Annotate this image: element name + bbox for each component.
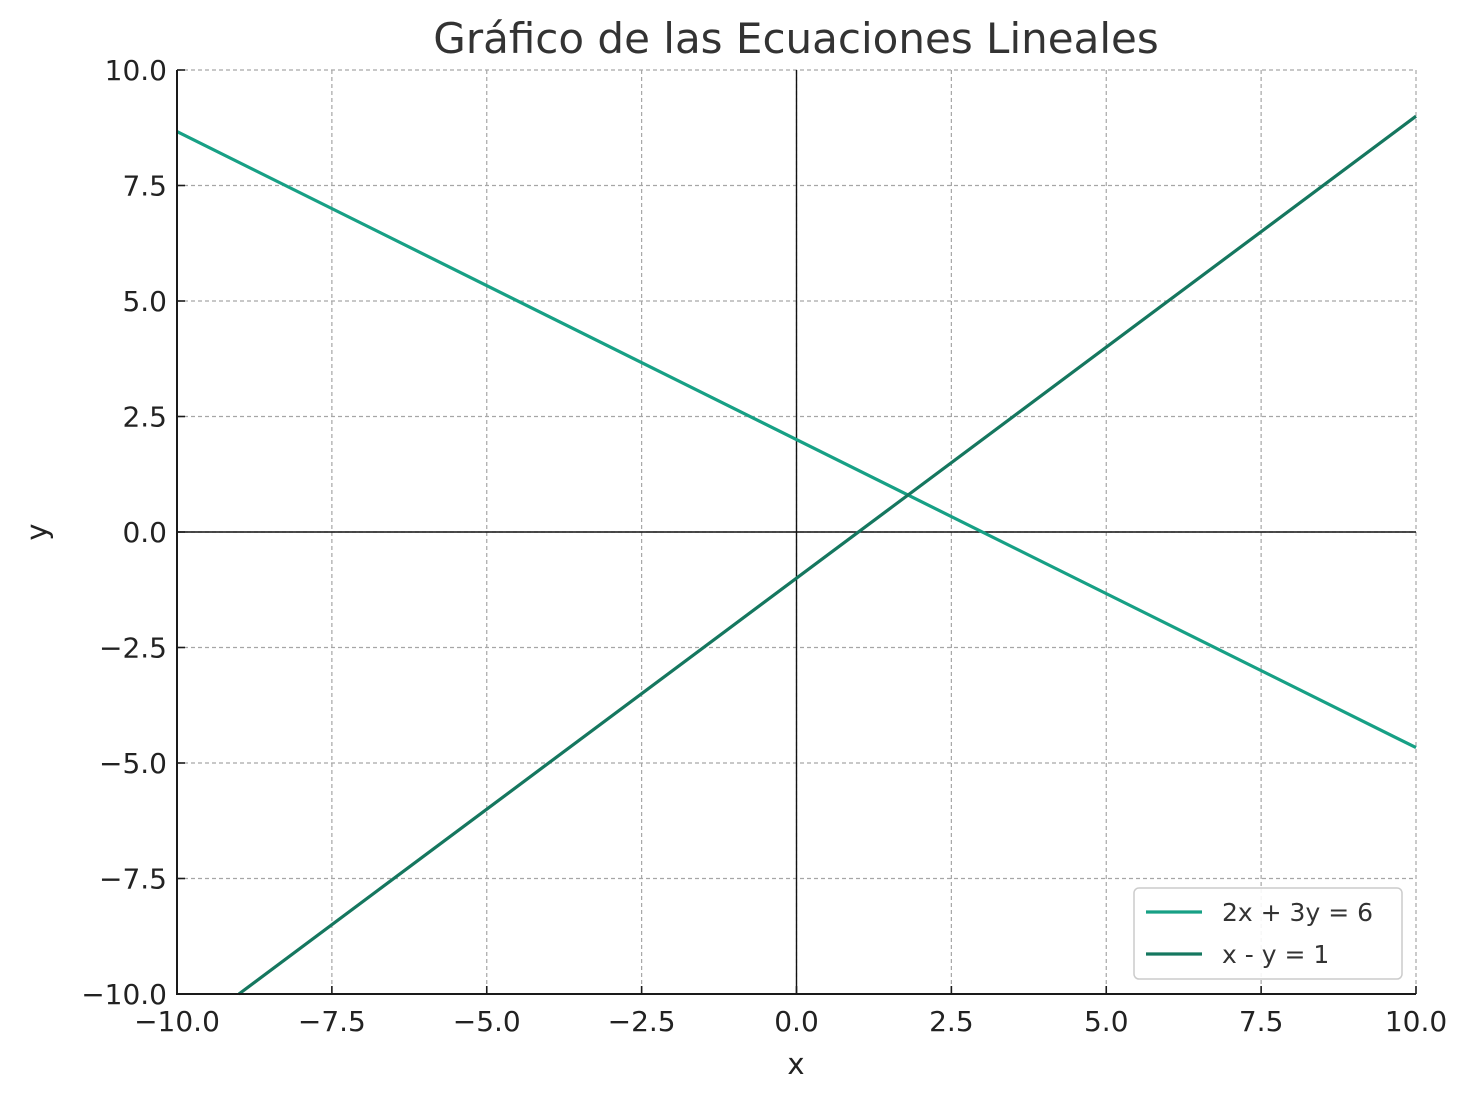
x-tick-label: 10.0	[1385, 1005, 1447, 1038]
x-axis-label: x	[787, 1047, 804, 1081]
legend-label-1: 2x + 3y = 6	[1222, 898, 1373, 927]
y-tick-label: 7.5	[122, 170, 167, 203]
x-tick-label: 2.5	[929, 1005, 974, 1038]
y-tick-label: −7.5	[99, 863, 167, 896]
legend: 2x + 3y = 6 x - y = 1	[1133, 887, 1403, 980]
x-tick-label: 7.5	[1239, 1005, 1284, 1038]
tick-marks	[176, 69, 1417, 995]
y-tick-label: 2.5	[122, 401, 167, 434]
legend-label-2: x - y = 1	[1222, 940, 1329, 969]
x-tick-label: −7.5	[298, 1005, 366, 1038]
y-tick-label: 5.0	[122, 285, 167, 318]
zero-axis-lines	[177, 70, 1416, 994]
x-tick-label: 0.0	[774, 1005, 819, 1038]
series-line-2	[237, 114, 1417, 996]
y-tick-label: 10.0	[105, 54, 167, 87]
series-lines	[176, 114, 1417, 996]
x-tick-labels: −10.0 −7.5 −5.0 −2.5 0.0 2.5 5.0 7.5 10.0	[134, 1005, 1447, 1038]
y-tick-label: −2.5	[99, 632, 167, 665]
y-axis-label: y	[20, 523, 54, 540]
y-tick-label: −10.0	[81, 978, 167, 1011]
x-tick-label: 5.0	[1084, 1005, 1129, 1038]
x-tick-label: −5.0	[453, 1005, 521, 1038]
x-tick-label: −2.5	[608, 1005, 676, 1038]
y-tick-label: −5.0	[99, 747, 167, 780]
y-tick-labels: −10.0 −7.5 −5.0 −2.5 0.0 2.5 5.0 7.5 10.0	[81, 54, 167, 1011]
chart-title: Gráfico de las Ecuaciones Lineales	[433, 14, 1158, 63]
series-line-1	[176, 130, 1417, 750]
x-tick-label: −10.0	[134, 1005, 220, 1038]
y-tick-label: 0.0	[122, 516, 167, 549]
